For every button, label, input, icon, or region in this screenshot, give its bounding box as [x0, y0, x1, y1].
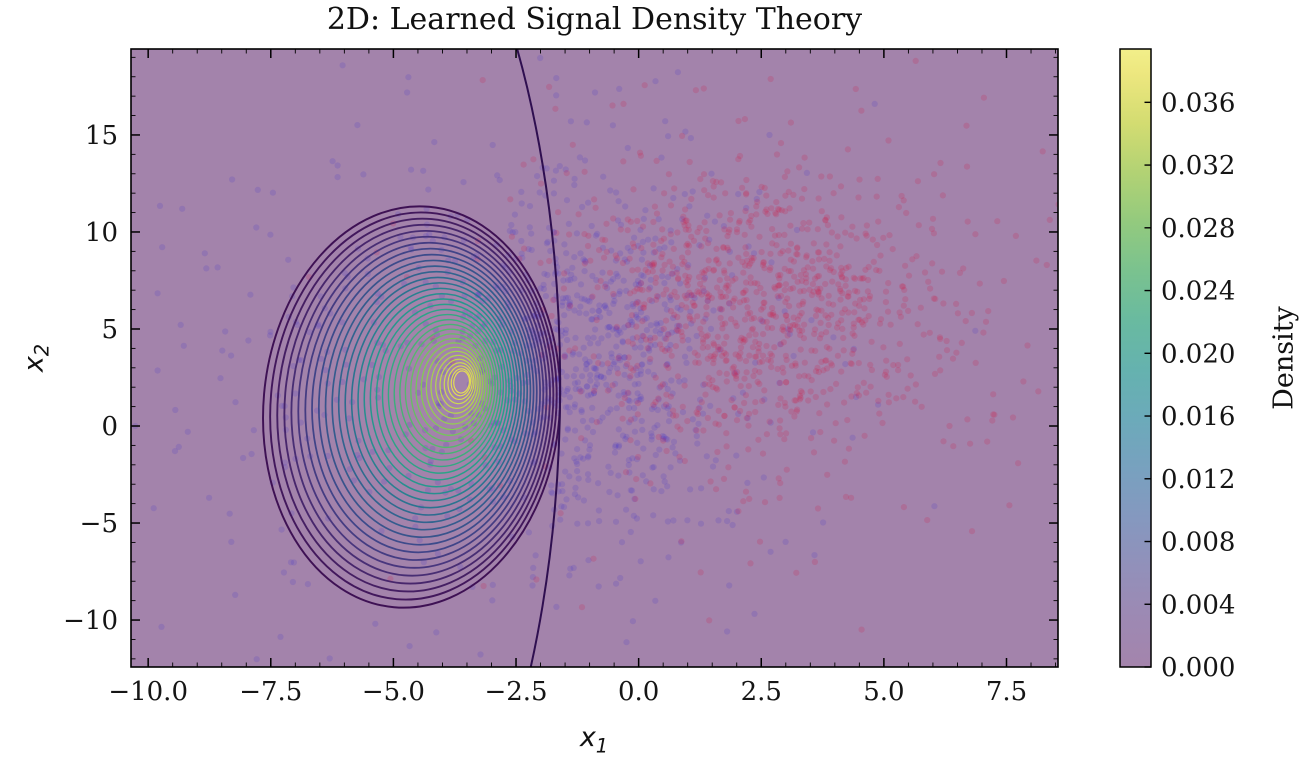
colorbar-tick-label: 0.024 [1161, 277, 1235, 307]
plot-area [131, 49, 1058, 667]
colorbar-frame [1119, 48, 1152, 668]
theory-contour-lines [262, 205, 562, 609]
x-tick-label: 7.5 [986, 677, 1027, 707]
chart-title: 2D: Learned Signal Density Theory [326, 2, 863, 37]
colorbar-ticks [1144, 101, 1151, 668]
colorbar-tick-label: 0.000 [1161, 653, 1235, 683]
colorbar-tick-label: 0.032 [1161, 151, 1235, 181]
colorbar-tick-label: 0.008 [1161, 528, 1235, 558]
y-tick-label: 5 [101, 315, 118, 345]
outer-contour-arc [515, 49, 562, 667]
x-tick-label: −5.0 [362, 677, 425, 707]
x-tick-label: −2.5 [484, 677, 547, 707]
tick-labels: −10.0 −7.5 −5.0 −2.5 0.0 2.5 5.0 7.5 15 10 5 0 −5 −10 [63, 121, 1027, 707]
x-tick-label: 0.0 [618, 677, 659, 707]
colorbar-label: Density [1268, 306, 1300, 410]
colorbar-tick-labels: 0.000 0.004 0.008 0.012 0.016 0.020 0.024 0.028… [1161, 88, 1235, 683]
x-tick-label: −7.5 [239, 677, 302, 707]
colorbar-tick-label: 0.016 [1161, 402, 1235, 432]
colorbar-tick-label: 0.028 [1161, 214, 1235, 244]
axis-ticks [131, 49, 1058, 667]
axes-frame [130, 48, 1059, 668]
x-tick-label: 2.5 [741, 677, 782, 707]
y-tick-label: −5 [80, 509, 118, 539]
x-axis-label-subscript: 1 [595, 734, 609, 758]
y-tick-label: 15 [85, 121, 118, 151]
colorbar-tick-label: 0.012 [1161, 465, 1235, 495]
y-axis-label-base: x [18, 356, 50, 373]
colorbar-tick-label: 0.004 [1161, 590, 1235, 620]
x-tick-label: −10.0 [108, 677, 188, 707]
scatter-cluster-red-samples [306, 57, 1058, 633]
y-tick-label: −10 [63, 606, 118, 636]
y-tick-label: 10 [85, 218, 118, 248]
colorbar-gradient [1120, 49, 1151, 667]
colorbar-tick-label: 0.036 [1161, 88, 1235, 118]
y-tick-label: 0 [101, 412, 118, 442]
x-axis-label: x1 [580, 722, 608, 757]
y-axis-label-subscript: 2 [30, 343, 54, 357]
y-axis-label: x2 [18, 344, 53, 372]
colorbar-tick-label: 0.020 [1161, 339, 1235, 369]
x-axis-label-base: x [579, 722, 596, 753]
x-tick-label: 5.0 [863, 677, 904, 707]
